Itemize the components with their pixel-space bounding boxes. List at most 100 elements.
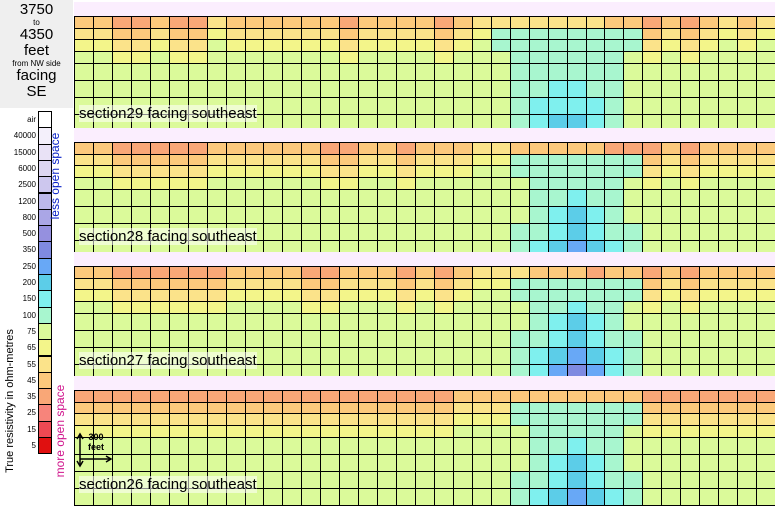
heatmap-cell bbox=[358, 313, 379, 331]
heatmap-cell bbox=[566, 63, 587, 81]
heatmap-cell bbox=[187, 63, 208, 81]
heatmap-cell bbox=[452, 454, 473, 472]
heatmap-cell bbox=[528, 471, 549, 489]
heatmap-cell bbox=[604, 63, 625, 81]
heatmap-cell bbox=[756, 189, 775, 207]
heatmap-cell bbox=[490, 437, 511, 455]
legend-swatch bbox=[38, 355, 52, 373]
legend-swatch bbox=[38, 404, 52, 422]
heatmap-cell bbox=[528, 206, 549, 224]
heatmap-cell bbox=[699, 313, 720, 331]
heatmap-cell bbox=[92, 206, 113, 224]
heatmap-cell bbox=[566, 223, 587, 241]
heatmap-cell bbox=[301, 471, 322, 489]
heatmap-cell bbox=[585, 313, 606, 331]
heatmap-cell bbox=[282, 437, 303, 455]
heatmap-cell bbox=[699, 471, 720, 489]
heatmap-cell bbox=[187, 80, 208, 98]
heatmap-cell bbox=[680, 313, 701, 331]
heatmap-cell bbox=[320, 313, 341, 331]
heatmap-cell bbox=[623, 80, 644, 98]
heatmap-cell bbox=[737, 223, 758, 241]
heatmap-cell bbox=[433, 437, 454, 455]
heatmap-cell bbox=[661, 80, 682, 98]
heatmap-cell bbox=[263, 97, 284, 115]
legend-tick-label: 35 bbox=[27, 392, 36, 402]
heatmap-cell bbox=[623, 454, 644, 472]
heatmap-cell bbox=[699, 206, 720, 224]
heatmap-cell bbox=[585, 223, 606, 241]
heatmap-cell bbox=[623, 223, 644, 241]
heatmap-cell bbox=[585, 347, 606, 365]
heatmap-cell bbox=[187, 313, 208, 331]
heatmap-cell bbox=[661, 313, 682, 331]
heatmap-cell bbox=[377, 471, 398, 489]
heatmap-cell bbox=[301, 488, 322, 506]
heatmap-cell bbox=[585, 189, 606, 207]
heatmap-cell bbox=[396, 189, 417, 207]
heatmap-cell bbox=[396, 223, 417, 241]
heatmap-cell bbox=[301, 437, 322, 455]
heatmap-cell bbox=[718, 80, 739, 98]
heatmap-cell bbox=[718, 437, 739, 455]
heatmap-cell bbox=[263, 189, 284, 207]
heatmap-cell bbox=[452, 97, 473, 115]
heatmap-cell bbox=[623, 313, 644, 331]
heatmap-cell bbox=[661, 97, 682, 115]
heatmap-cell bbox=[149, 454, 170, 472]
heatmap-cell bbox=[471, 206, 492, 224]
heatmap-cell bbox=[661, 223, 682, 241]
heatmap-cell bbox=[74, 63, 94, 81]
heatmap-cell bbox=[433, 488, 454, 506]
heatmap-cell bbox=[111, 80, 132, 98]
heatmap-cell bbox=[718, 206, 739, 224]
title-direction: SE bbox=[26, 83, 47, 100]
heatmap-cell bbox=[130, 313, 151, 331]
heatmap-cell bbox=[661, 63, 682, 81]
heatmap-cell bbox=[471, 80, 492, 98]
heatmap-cell bbox=[452, 206, 473, 224]
heatmap-cell bbox=[604, 80, 625, 98]
heatmap-cell bbox=[339, 97, 360, 115]
heatmap-cell bbox=[396, 80, 417, 98]
heatmap-cell bbox=[339, 347, 360, 365]
legend-tick-label: 2500 bbox=[18, 180, 36, 190]
heatmap-cell bbox=[339, 488, 360, 506]
heatmap-cell bbox=[509, 223, 530, 241]
heatmap-cell bbox=[301, 206, 322, 224]
heatmap-cell bbox=[509, 437, 530, 455]
legend-tick-label: 15 bbox=[27, 424, 36, 434]
heatmap-cell bbox=[528, 63, 549, 81]
heatmap-cell bbox=[585, 330, 606, 348]
heatmap-cell bbox=[756, 454, 775, 472]
heatmap-cell bbox=[415, 189, 435, 207]
heatmap-cell bbox=[661, 189, 682, 207]
heatmap-cell bbox=[566, 347, 587, 365]
heatmap-cell bbox=[756, 437, 775, 455]
heatmap-cell bbox=[509, 347, 530, 365]
legend-tick-label: 350 bbox=[22, 245, 36, 255]
heatmap-cell bbox=[433, 347, 454, 365]
heatmap-cell bbox=[756, 330, 775, 348]
heatmap-cell bbox=[130, 454, 151, 472]
heatmap-cell bbox=[566, 437, 587, 455]
heatmap-cell bbox=[377, 330, 398, 348]
heatmap-cell bbox=[699, 454, 720, 472]
scale-bar-text: 300 feet bbox=[88, 432, 104, 452]
heatmap-cell bbox=[604, 437, 625, 455]
heatmap-cell bbox=[339, 63, 360, 81]
heatmap-cell bbox=[737, 454, 758, 472]
heatmap-cell bbox=[756, 97, 775, 115]
heatmap-cell bbox=[471, 437, 492, 455]
heatmap-cell bbox=[130, 80, 151, 98]
heatmap-cell bbox=[358, 488, 379, 506]
heatmap-cell bbox=[718, 63, 739, 81]
heatmap-cell bbox=[377, 347, 398, 365]
heatmap-cell bbox=[737, 189, 758, 207]
heatmap-cell bbox=[699, 330, 720, 348]
heatmap-cell bbox=[111, 437, 132, 455]
heatmap-cell bbox=[490, 206, 511, 224]
heatmap-cell bbox=[415, 330, 435, 348]
heatmap-cell bbox=[566, 454, 587, 472]
heatmap-cell bbox=[320, 97, 341, 115]
